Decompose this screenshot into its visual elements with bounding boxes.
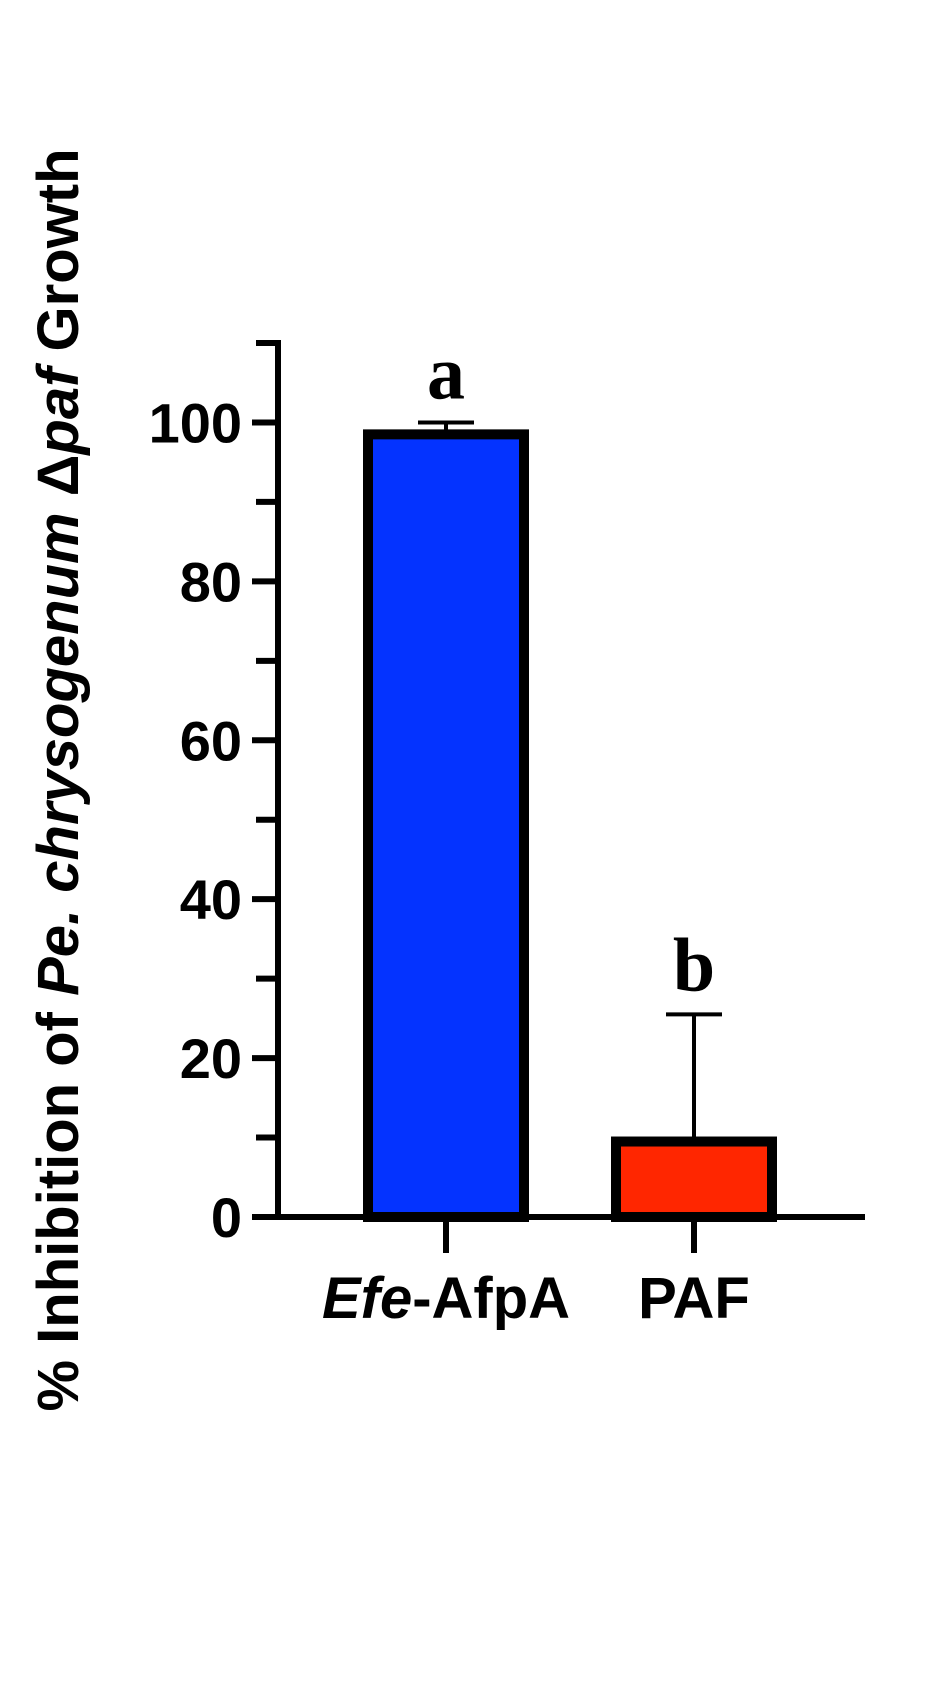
y-tick-label: 100 xyxy=(149,391,242,454)
y-tick-label: 20 xyxy=(180,1027,242,1090)
y-tick-label: 80 xyxy=(180,550,242,613)
y-tick-label: 60 xyxy=(180,709,242,772)
y-axis-label: % Inhibition of Pe. chrysogenum Δpaf Gro… xyxy=(26,149,91,1412)
significance-label: a xyxy=(427,331,465,415)
x-category-label: Efe-AfpA xyxy=(322,1266,570,1331)
significance-label: b xyxy=(673,923,715,1007)
y-tick-label: 40 xyxy=(180,868,242,931)
x-category-label: PAF xyxy=(638,1266,750,1331)
y-axis-label-group: % Inhibition of Pe. chrysogenum Δpaf Gro… xyxy=(26,149,91,1412)
labels: Efe-AfpA PAF xyxy=(322,1266,750,1331)
bar xyxy=(611,1136,777,1223)
y-tick-label: 0 xyxy=(211,1186,242,1249)
axes: 0 20 40 60 80 100 xyxy=(149,340,865,1253)
bar xyxy=(363,429,529,1222)
bars: ab xyxy=(363,331,777,1223)
